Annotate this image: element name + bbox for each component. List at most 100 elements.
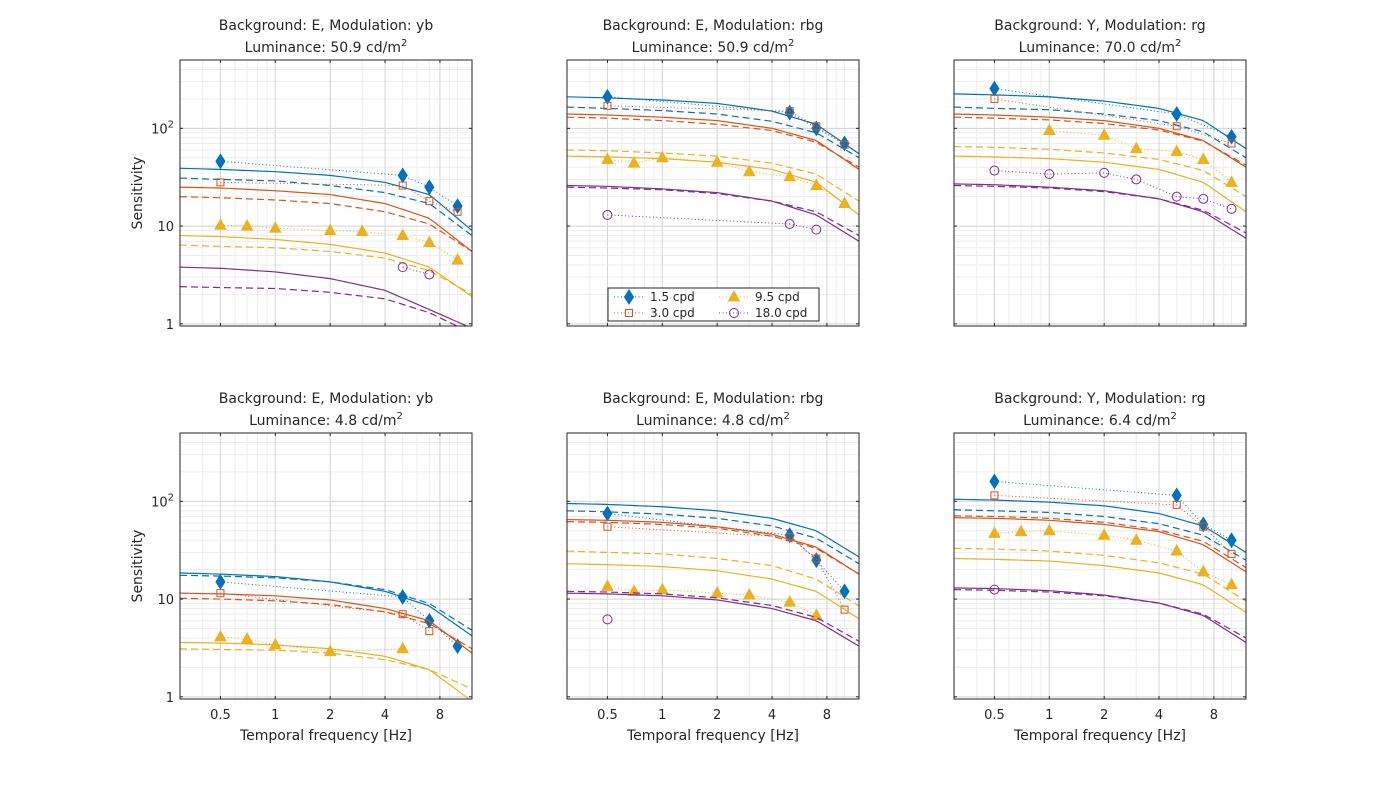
data-point-9.5cpd [268, 637, 282, 650]
legend-box [607, 287, 820, 322]
model-dashed-9.5cpd [954, 146, 1246, 198]
data-point-18.0cpd [989, 165, 1000, 176]
model-dashed-1.5cpd [954, 509, 1246, 561]
panel-title: Background: E, Modulation: yb [219, 18, 434, 34]
data-point-9.5cpd [627, 156, 641, 168]
data-point-9.5cpd [655, 582, 669, 595]
data-point-9.5cpd [1097, 528, 1111, 540]
model-solid-1.5cpd [567, 96, 859, 155]
data-point-9.5cpd [742, 164, 756, 177]
panel-subtitle: Luminance: 50.9 cd/m2 [632, 38, 795, 56]
data-point-9.5cpd [1170, 144, 1184, 156]
model-dashed-1.5cpd [954, 106, 1246, 159]
data-point-9.5cpd [323, 644, 337, 657]
data-point-18.0cpd [424, 269, 435, 280]
x-tick-label: 2 [326, 708, 334, 723]
data-point-9.5cpd [1129, 533, 1143, 545]
y-tick-label: 10 [157, 220, 174, 235]
panel-subtitle: Luminance: 6.4 cd/m2 [1023, 411, 1177, 429]
model-solid-9.5cpd [567, 563, 859, 620]
model-dashed-18.0cpd [180, 286, 459, 326]
panel-3: Background: Y, Modulation: rg Luminance: … [953, 18, 1247, 327]
plot-content [180, 153, 472, 326]
axes-box [953, 432, 1247, 700]
measured-line-1.5cpd [994, 480, 1232, 541]
data-point-18.0cpd [1044, 169, 1055, 180]
x-axis-label: Temporal frequency [Hz] [239, 728, 412, 744]
x-tick-label: 8 [436, 708, 444, 723]
panel-subtitle: Luminance: 50.9 cd/m2 [245, 38, 408, 56]
plot-area [954, 433, 1246, 699]
panel-title: Background: E, Modulation: yb [219, 391, 434, 407]
axes-box [179, 59, 473, 327]
model-solid-1.5cpd [954, 93, 1246, 150]
measured-line-9.5cpd [1049, 130, 1232, 183]
axes-box [566, 432, 860, 700]
data-point-9.5cpd [240, 219, 254, 231]
data-point-9.5cpd [742, 587, 756, 600]
model-solid-3.0cpd [180, 592, 472, 654]
legend-label-9.5cpd: 9.5 cpd [755, 290, 800, 304]
model-dashed-3.0cpd [567, 521, 859, 575]
data-point-9.5cpd [1042, 523, 1056, 536]
grid [953, 59, 1246, 326]
data-point-1.5cpd [1171, 487, 1182, 504]
model-dashed-1.5cpd [180, 574, 472, 631]
model-dashed-18.0cpd [954, 184, 1246, 234]
data-point-3.0cpd [785, 533, 794, 542]
data-point-1.5cpd [452, 198, 463, 215]
data-point-3.0cpd [1199, 522, 1208, 531]
data-point-3.0cpd [812, 554, 821, 563]
data-point-18.0cpd [1226, 203, 1237, 214]
data-point-3.0cpd [603, 522, 612, 531]
legend-marker-1.5cpd [623, 289, 635, 305]
data-point-18.0cpd [602, 614, 613, 625]
data-point-18.0cpd [397, 262, 408, 273]
data-point-18.0cpd [1131, 174, 1142, 185]
plot-area [567, 433, 859, 699]
model-solid-9.5cpd [567, 155, 859, 216]
data-point-9.5cpd [655, 150, 669, 163]
data-point-9.5cpd [323, 223, 337, 236]
y-tick-label: 102 [151, 119, 174, 137]
panel-title: Background: Y, Modulation: rg [994, 391, 1205, 407]
data-point-3.0cpd [812, 122, 821, 131]
x-tick-label: 0.5 [210, 708, 231, 723]
data-point-3.0cpd [785, 107, 794, 116]
data-point-9.5cpd [1129, 141, 1143, 154]
data-point-9.5cpd [214, 629, 227, 642]
x-tick-label: 0.5 [597, 708, 618, 723]
y-tick-label: 1 [166, 691, 174, 706]
data-point-1.5cpd [215, 573, 226, 590]
plot-area [180, 433, 472, 699]
measured-line-18.0cpd [607, 214, 817, 231]
model-dashed-18.0cpd [567, 186, 859, 237]
data-point-9.5cpd [1196, 152, 1210, 164]
data-point-3.0cpd [603, 101, 612, 110]
data-point-3.0cpd [216, 589, 225, 598]
panel-4: 0.5 1 2 4 8 Temporal frequency [Hz] 1 10 102 Sens… [130, 391, 473, 744]
data-point-1.5cpd [215, 153, 226, 170]
model-dashed-3.0cpd [180, 196, 472, 252]
measured-line-1.5cpd [220, 581, 458, 647]
panel-1: 1 10 102 Sensitivity Background: E, Modulati… [130, 18, 473, 333]
measured-line-3.0cpd [607, 105, 845, 146]
legend: 1.5 cpd 9.5 cpd 3.0 cpd 18.0 cpd [607, 287, 820, 322]
data-point-9.5cpd [783, 169, 797, 182]
data-point-9.5cpd [1196, 564, 1210, 577]
data-point-18.0cpd [1099, 167, 1110, 178]
model-dashed-1.5cpd [180, 177, 472, 237]
data-point-3.0cpd [990, 491, 999, 500]
data-point-18.0cpd [989, 584, 1000, 595]
data-point-9.5cpd [240, 632, 254, 644]
data-point-1.5cpd [602, 88, 613, 105]
data-point-9.5cpd [451, 252, 464, 265]
data-point-3.0cpd [840, 140, 849, 149]
data-point-18.0cpd [1171, 191, 1182, 202]
axes-box [953, 59, 1247, 327]
model-dashed-1.5cpd [567, 510, 859, 565]
model-solid-9.5cpd [954, 557, 1246, 613]
data-point-1.5cpd [397, 589, 408, 605]
measured-line-3.0cpd [220, 181, 458, 213]
